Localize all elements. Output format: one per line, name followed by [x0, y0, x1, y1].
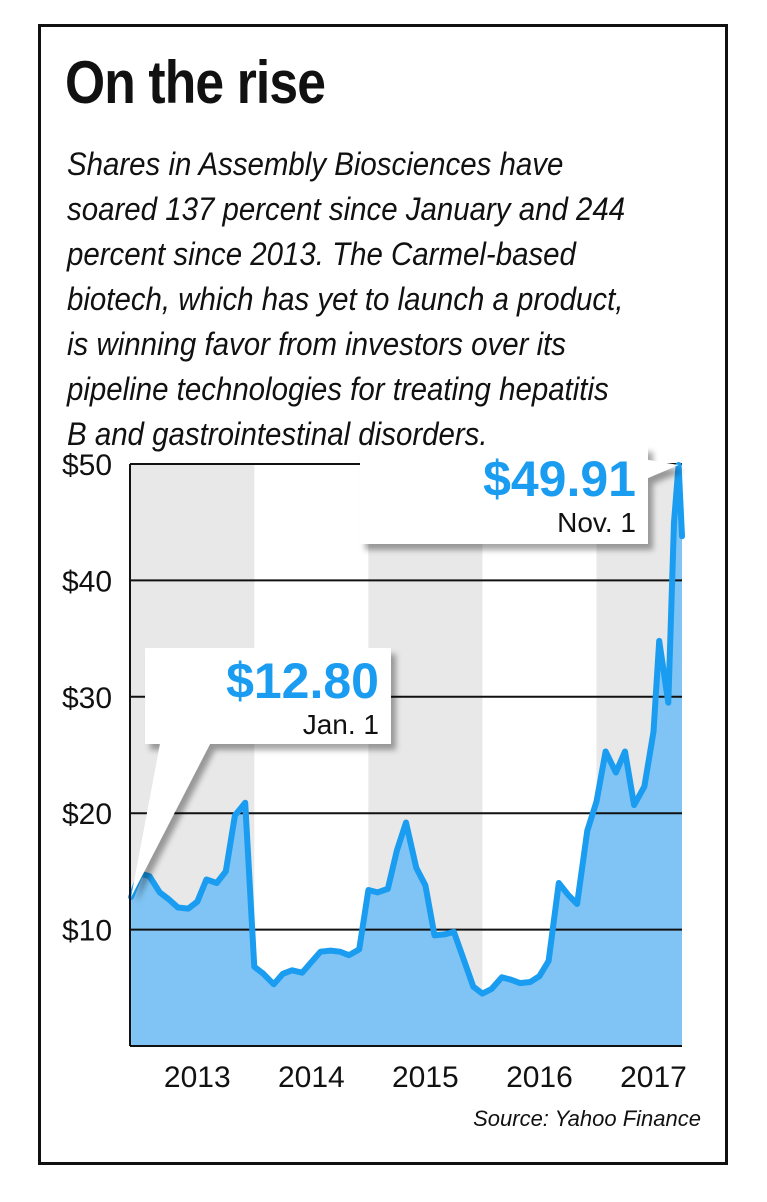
- y-tick-label: $50: [62, 449, 112, 482]
- source-note: Source: Yahoo Finance: [473, 1106, 701, 1131]
- price-line: [128, 462, 685, 997]
- callout-date-label: Jan. 1: [303, 709, 379, 740]
- callout-value-label: $12.80: [226, 653, 379, 709]
- description-line: percent since 2013. The Carmel-based: [67, 236, 576, 272]
- y-tick-label: $30: [62, 682, 112, 715]
- y-tick-label: $40: [62, 565, 112, 598]
- callout-date-label: Nov. 1: [557, 507, 636, 538]
- callout-box: [145, 648, 391, 744]
- callout-box: [360, 446, 648, 544]
- price-callout: [131, 648, 391, 897]
- price-callout: [360, 446, 679, 544]
- chart-description: Shares in Assembly Biosciences have soar…: [67, 142, 674, 457]
- x-tick-label: 2014: [278, 1061, 345, 1094]
- x-tick-label: 2015: [392, 1061, 459, 1094]
- chart-title: On the rise: [65, 49, 326, 116]
- callout-pointer: [131, 744, 210, 897]
- y-tick-label: $20: [62, 798, 112, 831]
- description-line: pipeline technologies for treating hepat…: [67, 371, 609, 407]
- description-line: is winning favor from investors over its: [67, 326, 567, 362]
- x-tick-label: 2013: [164, 1061, 231, 1094]
- description-line: soared 137 percent since January and 244: [67, 191, 626, 227]
- callout-value-label: $49.91: [483, 451, 636, 507]
- y-tick-label: $10: [62, 915, 112, 948]
- x-tick-label: 2017: [620, 1061, 687, 1094]
- description-line: Shares in Assembly Biosciences have: [67, 146, 564, 182]
- description-line: biotech, which has yet to launch a produ…: [67, 281, 624, 317]
- x-tick-label: 2016: [506, 1061, 573, 1094]
- callout-pointer: [648, 460, 679, 478]
